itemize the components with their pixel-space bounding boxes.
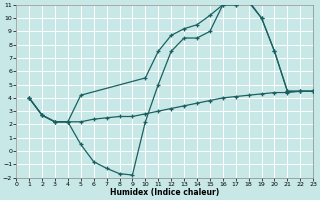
X-axis label: Humidex (Indice chaleur): Humidex (Indice chaleur) <box>110 188 219 197</box>
